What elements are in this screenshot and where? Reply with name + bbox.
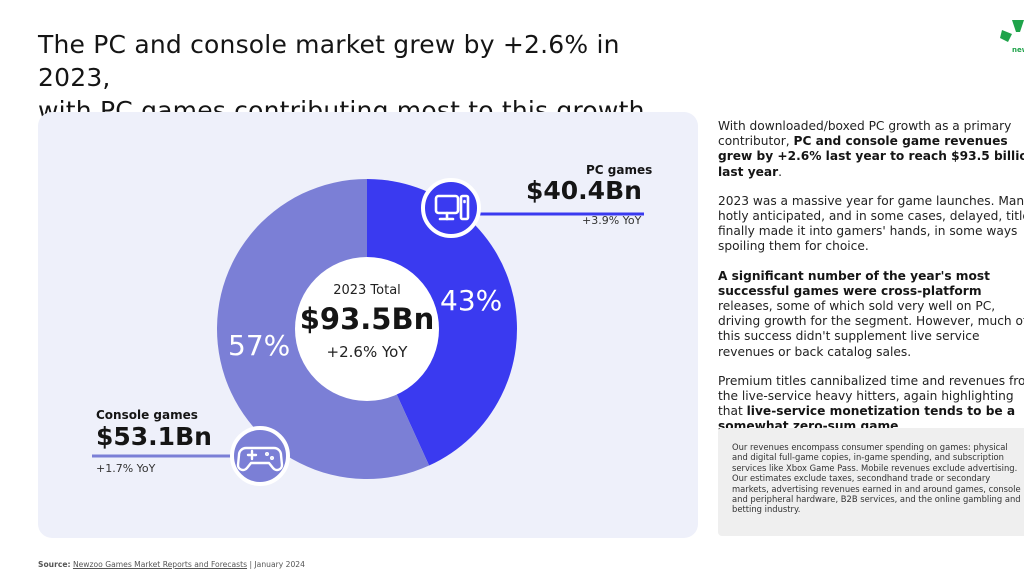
chart-panel: 2023 Total $93.5Bn +2.6% YoY 43% 57% PC … [38, 112, 698, 538]
donut-center-caption: 2023 Total [333, 283, 401, 298]
donut-hole [295, 257, 439, 401]
pc-series-change: +3.9% YoY [582, 214, 642, 227]
console-series-change: +1.7% YoY [96, 462, 156, 475]
newzoo-logo: new [1000, 20, 1024, 54]
source-footnote: Source: Newzoo Games Market Reports and … [38, 560, 305, 569]
svg-text:new: new [1012, 46, 1024, 54]
pc-series-value: $40.4Bn [526, 176, 642, 205]
desktop-pc-icon [434, 194, 470, 221]
commentary: With downloaded/boxed PC growth as a pri… [718, 119, 1024, 449]
pc-percent-label: 43% [440, 284, 503, 317]
donut-chart [92, 178, 644, 486]
commentary-paragraph: Premium titles cannibalized time and rev… [718, 373, 1024, 434]
donut-center-change: +2.6% YoY [326, 343, 408, 361]
console-series-value: $53.1Bn [96, 422, 212, 451]
pc-series-name: PC games [586, 163, 653, 177]
console-series-name: Console games [96, 408, 198, 422]
pc-icon-circle [421, 178, 481, 238]
commentary-paragraph: A significant number of the year's most … [718, 268, 1024, 359]
commentary-paragraph: 2023 was a massive year for game launche… [718, 193, 1024, 254]
console-icon-circle [230, 426, 290, 486]
commentary-paragraph: With downloaded/boxed PC growth as a pri… [718, 119, 1024, 179]
pc-slice [367, 179, 517, 466]
methodology-note: Our revenues encompass consumer spending… [718, 428, 1024, 536]
console-percent-label: 57% [228, 329, 291, 362]
gamepad-icon [236, 446, 284, 472]
source-link[interactable]: Newzoo Games Market Reports and Forecast… [72, 560, 248, 569]
donut-center-total: $93.5Bn [299, 302, 435, 336]
